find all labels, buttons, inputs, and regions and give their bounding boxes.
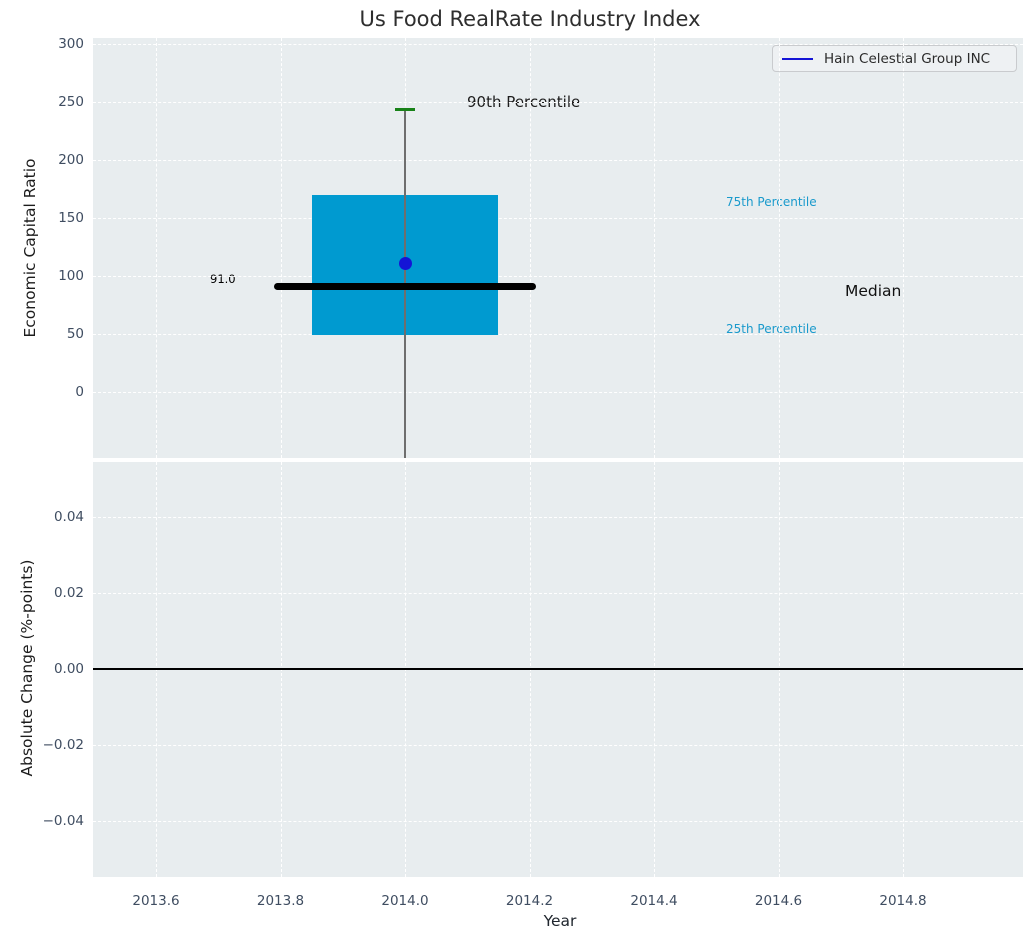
gridline-horizontal xyxy=(93,517,1023,519)
chart-title: Us Food RealRate Industry Index xyxy=(359,7,701,31)
gridline-vertical xyxy=(280,38,282,458)
gridline-horizontal xyxy=(93,744,1023,746)
gridline-vertical xyxy=(654,38,655,458)
x-axis-label: Year xyxy=(543,912,577,930)
bottom-y-tick-label: −0.02 xyxy=(42,736,84,753)
legend: Hain Celestial Group INC xyxy=(772,45,1017,72)
gridline-vertical xyxy=(156,38,157,458)
bottom-y-tick-label: 0.00 xyxy=(53,661,84,677)
company-data-point xyxy=(398,256,412,270)
top-y-tick-label: 50 xyxy=(66,325,84,342)
median-line xyxy=(274,282,536,290)
p75-annotation: 75th Percentile xyxy=(726,195,817,209)
gridline-horizontal xyxy=(93,159,1023,161)
gridline-horizontal xyxy=(93,275,1023,277)
top-y-tick-label: 300 xyxy=(58,35,84,52)
gridline-vertical xyxy=(903,38,904,458)
zero-line xyxy=(93,668,1023,670)
gridline-vertical xyxy=(778,38,780,458)
top-y-tick-label: 100 xyxy=(58,267,84,284)
gridline-horizontal xyxy=(93,217,1023,219)
top-y-tick-label: 0 xyxy=(75,384,84,400)
x-tick-label: 2013.6 xyxy=(132,893,180,909)
bottom-y-tick-label: 0.02 xyxy=(53,585,84,602)
top-y-tick-label: 200 xyxy=(58,151,84,168)
median-annotation: Median xyxy=(845,282,902,300)
x-tick-label: 2014.0 xyxy=(381,893,429,909)
gridline-vertical xyxy=(529,38,531,458)
median-value-label: 91.0 xyxy=(210,272,236,286)
gridline-horizontal xyxy=(93,820,1023,822)
top-y-axis-label: Economic Capital Ratio xyxy=(21,158,39,338)
bottom-y-tick-label: 0.04 xyxy=(53,509,84,526)
top-y-tick-label: 250 xyxy=(58,93,84,110)
x-tick-label: 2014.2 xyxy=(505,893,554,909)
gridline-horizontal xyxy=(93,101,1023,103)
top-plot-area: 90th Percentile 75th Percentile Median 2… xyxy=(93,38,1023,458)
legend-line-sample xyxy=(782,57,813,60)
bottom-y-tick-label: −0.04 xyxy=(42,812,84,829)
gridline-horizontal xyxy=(93,392,1023,393)
legend-entry-label: Hain Celestial Group INC xyxy=(824,50,991,67)
bottom-plot-area xyxy=(93,462,1023,877)
gridline-horizontal xyxy=(93,593,1023,595)
gridline-horizontal xyxy=(93,43,1023,45)
x-tick-label: 2014.8 xyxy=(879,893,927,909)
x-tick-label: 2014.4 xyxy=(630,893,678,909)
gridline-horizontal xyxy=(93,333,1023,335)
p25-annotation: 25th Percentile xyxy=(726,322,817,336)
x-tick-label: 2014.6 xyxy=(754,893,803,909)
top-y-tick-label: 150 xyxy=(58,209,84,226)
x-tick-label: 2013.8 xyxy=(256,893,305,909)
p90-cap xyxy=(395,108,415,112)
